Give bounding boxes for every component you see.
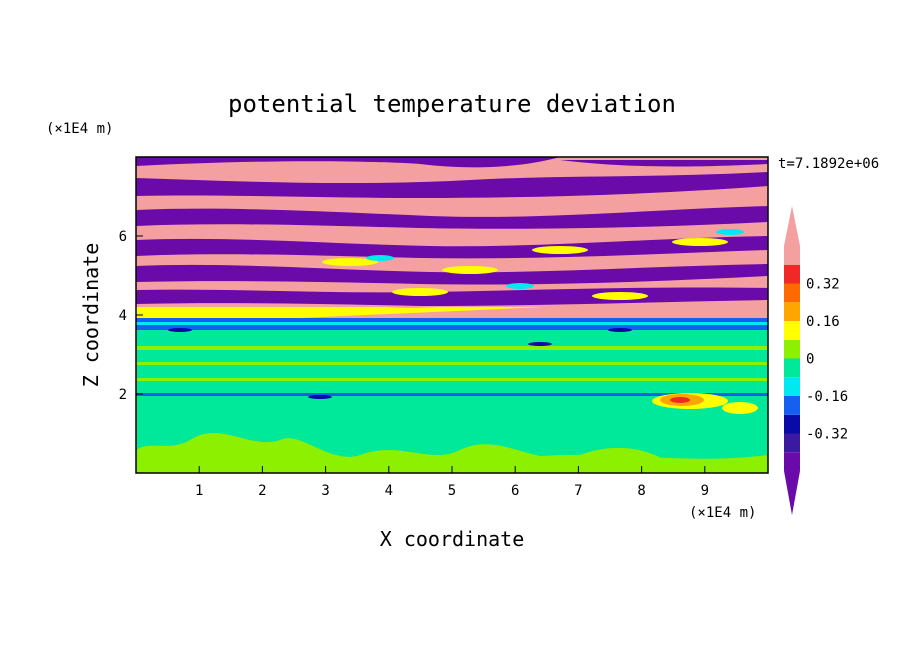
contour-region (532, 246, 588, 254)
colorbar-extend-top (784, 206, 800, 246)
plot-area (136, 157, 768, 473)
contour-region (366, 255, 394, 261)
colorbar-label: 0 (806, 352, 814, 368)
y-tick-label: 4 (119, 308, 127, 324)
x-tick-label: 6 (511, 483, 519, 499)
contour-region (716, 229, 744, 235)
contour-region (592, 292, 648, 300)
colorbar-label: 0.16 (806, 314, 840, 330)
contour-region (136, 287, 768, 306)
contour-region (308, 395, 332, 399)
colorbar-segment (784, 321, 800, 340)
x-unit-label: (×1E4 m) (689, 505, 756, 521)
contour-region (136, 236, 768, 259)
contour-region (528, 342, 552, 346)
contour-region (722, 402, 758, 414)
contour-region (136, 454, 768, 473)
contour-region (136, 206, 768, 229)
y-unit-label: (×1E4 m) (46, 121, 113, 137)
contour-region (136, 322, 768, 325)
contour-region (322, 258, 378, 266)
y-tick-label: 6 (119, 229, 127, 245)
y-axis-label: Z coordinate (79, 243, 103, 388)
colorbar-segment (784, 414, 800, 434)
x-tick-label: 2 (258, 483, 266, 499)
contour-region (136, 264, 768, 285)
contour-region (506, 283, 534, 289)
chart-title: potential temperature deviation (228, 90, 676, 118)
colorbar-segment (784, 396, 800, 415)
colorbar-label: -0.32 (806, 427, 848, 443)
contour-region (442, 266, 498, 274)
x-axis: 1 2 3 4 5 6 7 8 9 (195, 466, 709, 499)
x-tick-label: 9 (701, 483, 709, 499)
contour-region (670, 397, 690, 403)
contour-region (672, 238, 728, 246)
x-tick-label: 7 (574, 483, 582, 499)
colorbar-segment (784, 246, 800, 265)
contour-region (392, 288, 448, 296)
colorbar-label: -0.16 (806, 389, 848, 405)
contour-region (136, 393, 768, 396)
colorbar-segment (784, 302, 800, 321)
colorbar-segment (784, 433, 800, 453)
contour-region (136, 160, 768, 198)
contour-region (136, 346, 768, 350)
colorbar-segment (784, 264, 800, 284)
colorbar-label: 0.32 (806, 277, 840, 293)
colorbar-segment (784, 283, 800, 303)
colorbar-extend-bottom (784, 471, 800, 515)
y-tick-label: 2 (119, 387, 127, 403)
x-tick-label: 1 (195, 483, 203, 499)
colorbar-segment (784, 339, 800, 359)
time-label: t=7.1892e+06 (778, 156, 879, 172)
contour-region (136, 362, 768, 365)
colorbar-segment (784, 377, 800, 396)
x-tick-label: 4 (385, 483, 393, 499)
contour-region (136, 395, 768, 473)
contour-region (136, 378, 768, 381)
x-axis-label: X coordinate (380, 527, 525, 551)
contour-region (608, 328, 632, 332)
colorbar-segment (784, 358, 800, 378)
x-tick-label: 8 (637, 483, 645, 499)
contour-region (136, 157, 560, 168)
colorbar: 0.32 0.16 0 -0.16 -0.32 (784, 206, 848, 515)
contour-region (168, 328, 192, 332)
x-tick-label: 5 (448, 483, 456, 499)
x-tick-label: 3 (321, 483, 329, 499)
y-axis: 2 4 6 (119, 229, 143, 403)
colorbar-segment (784, 452, 800, 471)
